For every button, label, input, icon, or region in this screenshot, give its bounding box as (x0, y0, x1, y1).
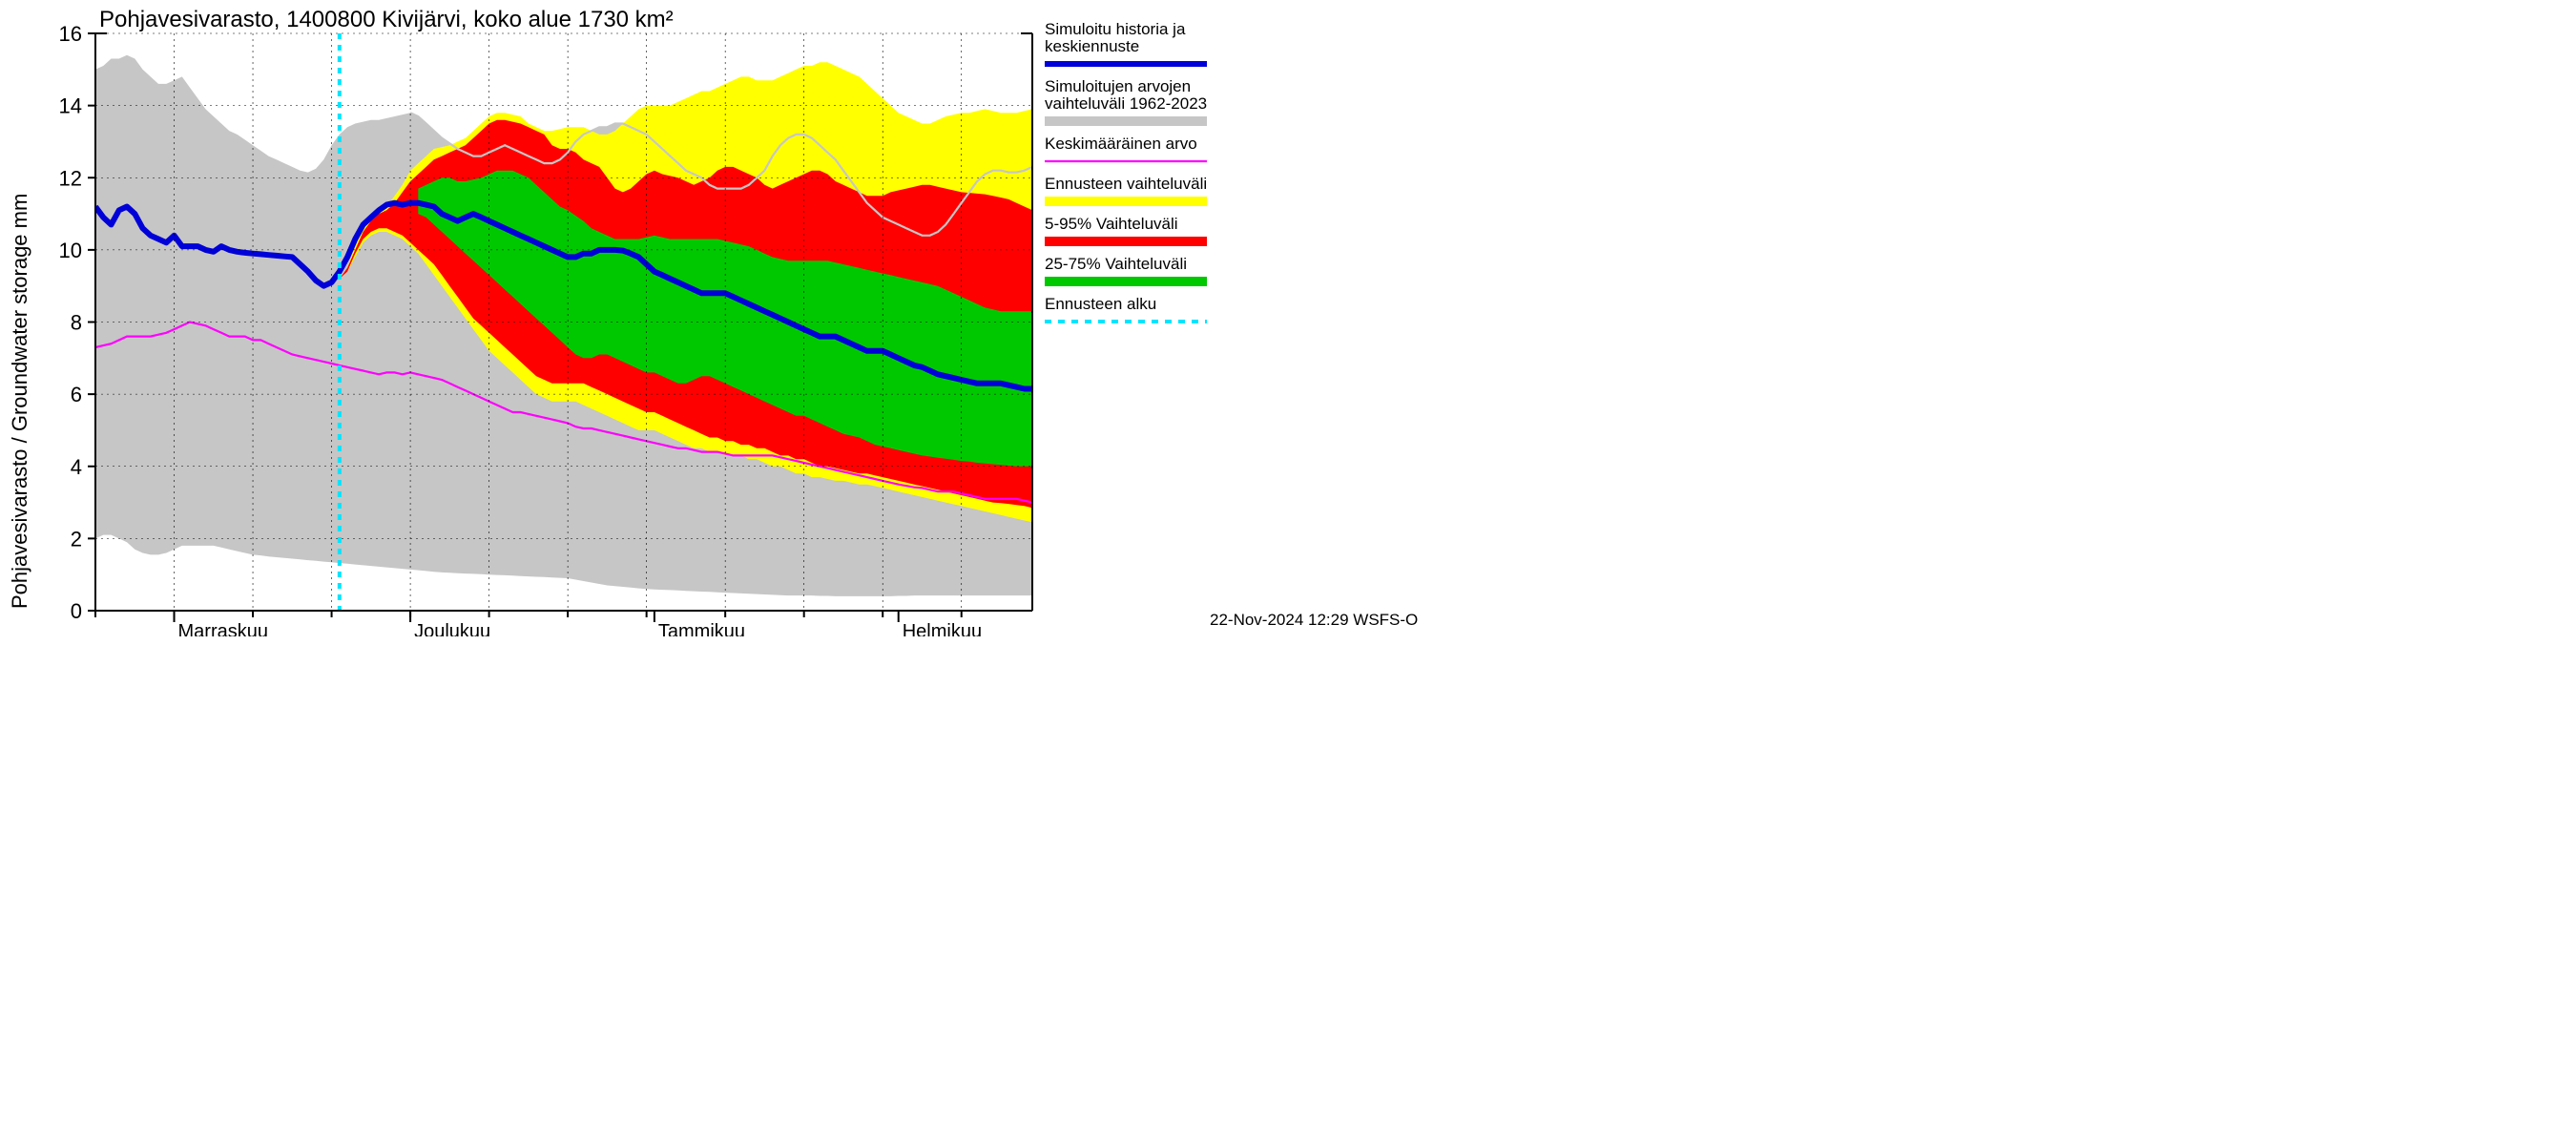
y-tick-label: 10 (59, 239, 82, 262)
y-tick-label: 12 (59, 166, 82, 190)
y-tick-label: 16 (59, 22, 82, 46)
y-tick-label: 4 (71, 455, 82, 479)
legend-label: Simuloitu historia ja (1045, 20, 1186, 38)
chart-title: Pohjavesivarasto, 1400800 Kivijärvi, kok… (99, 7, 674, 32)
chart-svg: 0246810121416Marraskuu2024JoulukuuDecemb… (0, 0, 1431, 636)
legend-label: Simuloitujen arvojen (1045, 77, 1191, 95)
legend-label: Ennusteen alku (1045, 295, 1156, 313)
chart-footer: 22-Nov-2024 12:29 WSFS-O (1210, 611, 1418, 629)
y-tick-label: 0 (71, 599, 82, 623)
legend-label: vaihteluväli 1962-2023 (1045, 94, 1207, 113)
y-tick-label: 14 (59, 94, 82, 118)
legend-swatch (1045, 277, 1207, 286)
y-tick-label: 2 (71, 527, 82, 551)
legend-label: Ennusteen vaihteluväli (1045, 175, 1207, 193)
y-tick-label: 6 (71, 383, 82, 406)
legend-swatch (1045, 237, 1207, 246)
legend-label: 5-95% Vaihteluväli (1045, 215, 1178, 233)
y-axis-label: Pohjavesivarasto / Groundwater storage m… (8, 194, 31, 609)
chart-container: 0246810121416Marraskuu2024JoulukuuDecemb… (0, 0, 1431, 636)
x-tick-label-top: Marraskuu (178, 621, 268, 636)
legend-swatch (1045, 116, 1207, 126)
legend-label: keskiennuste (1045, 37, 1139, 55)
x-tick-label-top: Helmikuu (903, 621, 982, 636)
x-tick-label-top: Tammikuu (658, 621, 745, 636)
legend-label: 25-75% Vaihteluväli (1045, 255, 1187, 273)
y-tick-label: 8 (71, 311, 82, 335)
legend-swatch (1045, 197, 1207, 206)
legend-label: Keskimääräinen arvo (1045, 135, 1197, 153)
legend: Simuloitu historia jakeskiennuste Simuloi… (1045, 20, 1207, 322)
x-tick-label-top: Joulukuu (414, 621, 490, 636)
